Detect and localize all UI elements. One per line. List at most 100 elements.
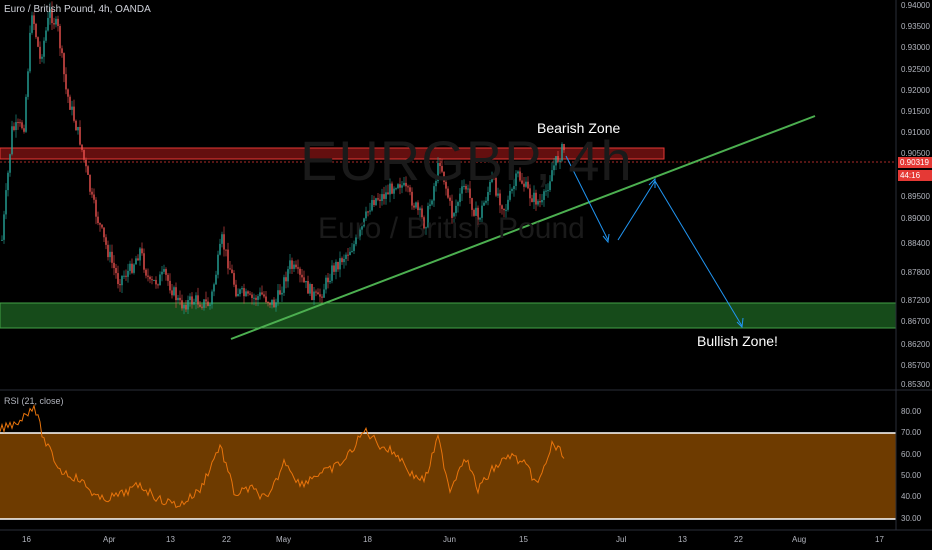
candle-body xyxy=(415,202,417,208)
candle-body xyxy=(365,211,367,219)
candle-body xyxy=(77,127,79,131)
time-tick-label: 18 xyxy=(363,535,372,544)
price-tick-label: 0.87200 xyxy=(901,296,930,305)
candle-body xyxy=(371,200,373,211)
price-tick-label: 0.91000 xyxy=(901,128,930,137)
arrowhead-2 xyxy=(648,177,656,188)
candle-body xyxy=(409,187,411,192)
candle-body xyxy=(39,46,41,59)
candle-body xyxy=(25,96,27,132)
candle-body xyxy=(101,224,103,228)
candle-body xyxy=(491,176,493,182)
candle-body xyxy=(263,294,265,297)
candle-body xyxy=(71,106,73,110)
candle-body xyxy=(27,71,29,97)
rsi-tick-label: 40.00 xyxy=(901,492,922,501)
candle-body xyxy=(433,186,435,201)
candle-body xyxy=(127,270,129,277)
candle-body xyxy=(261,292,263,295)
candle-body xyxy=(183,304,185,309)
candle-body xyxy=(519,171,521,181)
candle-body xyxy=(439,163,441,167)
candle-body xyxy=(401,185,403,188)
candle-body xyxy=(105,237,107,245)
projection-arrow-down-1[interactable] xyxy=(565,155,609,241)
candle-body xyxy=(291,260,293,269)
candle-body xyxy=(407,186,409,188)
rsi-line xyxy=(0,403,565,509)
candle-body xyxy=(471,198,473,210)
candle-body xyxy=(69,96,71,110)
candle-body xyxy=(303,277,305,283)
candle-body xyxy=(457,202,459,206)
candle-body xyxy=(121,275,123,286)
projection-arrow-up[interactable] xyxy=(617,180,656,241)
candle-body xyxy=(195,295,197,302)
price-tick-label: 0.85700 xyxy=(901,361,930,370)
candle-body xyxy=(11,126,13,155)
candle-body xyxy=(31,15,33,33)
candle-body xyxy=(563,143,565,151)
candle-body xyxy=(117,273,119,285)
candle-body xyxy=(367,211,369,213)
candle-body xyxy=(445,181,447,189)
candle-body xyxy=(309,284,311,294)
symbol-title[interactable]: Euro / British Pound, 4h, OANDA xyxy=(4,4,151,15)
candle-body xyxy=(141,248,143,254)
candle-body xyxy=(1,239,3,241)
candle-body xyxy=(53,23,55,25)
candle-body xyxy=(211,291,213,305)
candle-body xyxy=(323,289,325,298)
candle-body xyxy=(191,296,193,305)
candle-body xyxy=(23,128,25,132)
candle-body xyxy=(355,237,357,245)
candle-body xyxy=(321,296,323,298)
candle-body xyxy=(175,287,177,301)
ascending-trendline[interactable] xyxy=(230,115,816,340)
support-zone[interactable] xyxy=(0,302,897,329)
candle-body xyxy=(13,126,15,131)
candle-body xyxy=(461,186,463,194)
candle-body xyxy=(137,258,139,261)
watermark-name: Euro / British Pound xyxy=(318,212,585,245)
candle-body xyxy=(339,258,341,270)
candle-body xyxy=(299,268,301,275)
candle-body xyxy=(331,265,333,281)
candle-body xyxy=(325,277,327,290)
projection-arrow-down-2[interactable] xyxy=(654,180,743,327)
price-tick-label: 0.91500 xyxy=(901,107,930,116)
candle-body xyxy=(359,229,361,237)
time-tick-label: 17 xyxy=(875,535,884,544)
candle-body xyxy=(381,194,383,201)
candle-body xyxy=(391,183,393,194)
candle-body xyxy=(51,8,53,24)
candle-body xyxy=(85,159,87,167)
candle-body xyxy=(517,171,519,174)
rsi-title[interactable]: RSI (21, close) xyxy=(4,396,64,406)
candle-body xyxy=(351,250,353,252)
candle-body xyxy=(129,263,131,271)
price-pane[interactable] xyxy=(0,1,897,340)
candle-body xyxy=(109,251,111,258)
candle-body xyxy=(503,208,505,211)
candle-body xyxy=(463,185,465,187)
resistance-zone[interactable] xyxy=(0,147,665,160)
candle-body xyxy=(297,267,299,269)
candle-body xyxy=(497,193,499,196)
candle-body xyxy=(333,265,335,272)
candle-body xyxy=(377,198,379,200)
candle-body xyxy=(413,205,415,208)
candle-body xyxy=(119,284,121,286)
candle-body xyxy=(83,149,85,160)
price-tick-label: 0.92500 xyxy=(901,65,930,74)
rsi-pane[interactable] xyxy=(0,403,896,520)
candle-body xyxy=(219,243,221,255)
candle-body xyxy=(443,171,445,182)
candle-body xyxy=(43,40,45,57)
candle-body xyxy=(537,201,539,205)
candle-body xyxy=(379,199,381,201)
candle-body xyxy=(539,201,541,203)
candle-body xyxy=(41,56,43,59)
candle-body xyxy=(363,218,365,227)
